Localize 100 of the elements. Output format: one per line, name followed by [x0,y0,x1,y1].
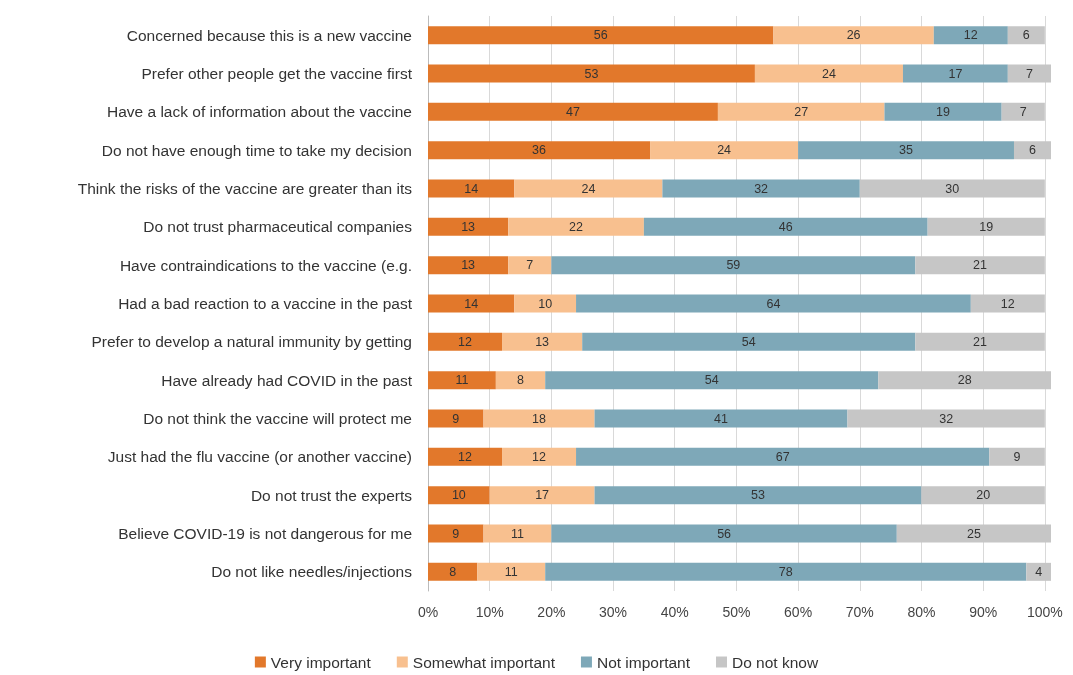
bar [859,179,1045,198]
legend-label: Not important [596,653,691,671]
x-tick-label: 30% [599,604,628,620]
data-label: 6 [1029,143,1037,158]
bar [847,409,1045,428]
data-label: 17 [535,488,550,503]
data-label: 54 [741,334,756,349]
data-label: 7 [1025,66,1033,81]
data-label: 7 [526,258,534,273]
y-tick-label: Do not like needles/injections [211,563,413,581]
data-label: 67 [775,449,790,464]
data-label: 9 [1013,449,1021,464]
bar [1007,26,1045,45]
data-label: 26 [846,28,861,43]
bar [502,332,583,351]
data-label: 12 [532,449,547,464]
bar [428,217,509,236]
data-label: 11 [504,564,518,579]
bar [545,562,1027,581]
data-label: 59 [726,258,741,273]
bar [921,486,1045,505]
data-label: 8 [449,564,457,579]
y-tick-label: Have a lack of information about the vaccine [106,103,412,121]
bar [884,102,1002,121]
x-tick-label: 80% [907,604,936,620]
data-label: 9 [452,526,460,541]
y-tick-label: Think the risks of the vaccine are greater than its [77,180,413,197]
bar [428,486,490,505]
data-label: 18 [532,411,547,426]
data-label: 14 [464,181,479,196]
data-label: 21 [973,334,988,349]
bar [428,409,484,428]
y-tick-label: Had a bad reaction to a vaccine in the past [118,295,413,312]
data-label: 30 [945,181,960,196]
x-tick-label: 20% [537,604,566,620]
x-tick-label: 40% [660,604,689,620]
bar [915,256,1045,275]
legend-label: Do not know [731,653,819,671]
data-label: 21 [973,258,988,273]
legend-label: Very important [270,653,372,671]
data-label: 24 [821,66,836,81]
x-tick-label: 50% [722,604,751,620]
data-label: 25 [966,526,981,541]
x-tick-label: 10% [475,604,504,620]
x-tick-label: 0% [417,604,439,620]
data-label: 24 [717,143,732,158]
y-tick-label: Do not think the vaccine will protect me [143,410,412,427]
data-label: 22 [569,219,584,234]
bar [428,102,718,121]
bar [428,524,484,543]
bar [508,256,552,275]
x-tick-label: 90% [969,604,998,620]
bar [428,64,755,83]
data-label: 19 [936,104,951,119]
bar [576,447,990,466]
data-label: 12 [1000,296,1015,311]
y-tick-label: Do not trust the experts [250,486,413,504]
y-tick-label: Have already had COVID in the past [161,371,413,389]
data-label: 14 [464,296,479,311]
bar [970,294,1045,313]
data-label: 19 [979,219,994,234]
bar [428,26,774,45]
data-label: 27 [794,104,809,119]
data-label: 12 [963,28,978,43]
bar [933,26,1008,45]
y-tick-label: Prefer to develop a natural immunity by getting [91,333,412,351]
bar [773,26,934,45]
data-label: 10 [451,488,466,503]
data-label: 56 [717,526,732,541]
bar [1026,562,1051,581]
y-tick-label: Prefer other people get the vaccine first [141,65,413,82]
data-label: 78 [778,564,793,579]
data-label: 13 [535,334,550,349]
x-tick-label: 60% [784,604,813,620]
data-label: 12 [458,449,473,464]
y-tick-label: Have contraindications to the vaccine (e.g. [119,256,412,274]
data-label: 46 [778,219,793,234]
bar [1001,102,1045,121]
data-label: 54 [704,373,719,388]
bar [662,179,860,198]
bar [754,64,903,83]
bar [428,332,503,351]
data-label: 20 [976,488,991,503]
bar [508,217,644,236]
y-tick-label: Just had the flu vaccine (or another vaccine) [107,448,412,466]
bar [927,217,1045,236]
data-label: 17 [948,66,963,81]
bar [650,141,799,160]
bar [643,217,928,236]
data-label: 41 [714,411,728,426]
y-tick-label: Do not have enough time to take my decision [101,141,412,159]
bar [576,294,971,313]
data-label: 64 [766,296,781,311]
data-label: 56 [593,28,608,43]
bar [495,371,546,390]
bar [545,371,879,390]
bar [477,562,546,581]
bar [878,371,1051,390]
data-label: 47 [566,104,580,119]
bar [896,524,1051,543]
